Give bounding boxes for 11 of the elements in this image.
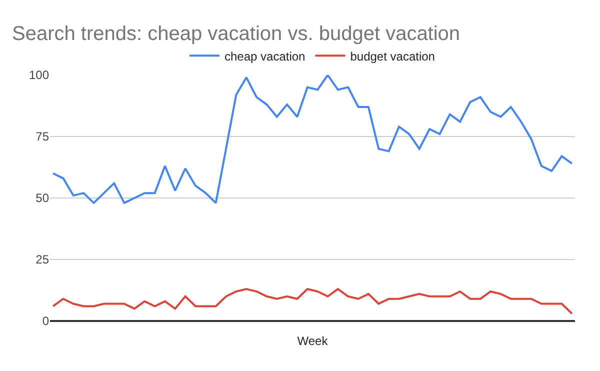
line-series [52, 288, 573, 315]
x-axis-title: Week [297, 334, 329, 348]
y-tick-label: 75 [36, 130, 50, 144]
y-tick-label: 100 [28, 68, 50, 82]
y-tick-label: 25 [36, 252, 50, 267]
legend-label: budget vacation [350, 49, 435, 64]
y-tick-label: 0 [42, 314, 50, 328]
legend-label: cheap vacation [224, 49, 306, 64]
chart-title: Search trends: cheap vacation vs. budget vacation [12, 22, 460, 45]
line-series [52, 75, 573, 204]
y-tick-label: 50 [36, 191, 50, 206]
